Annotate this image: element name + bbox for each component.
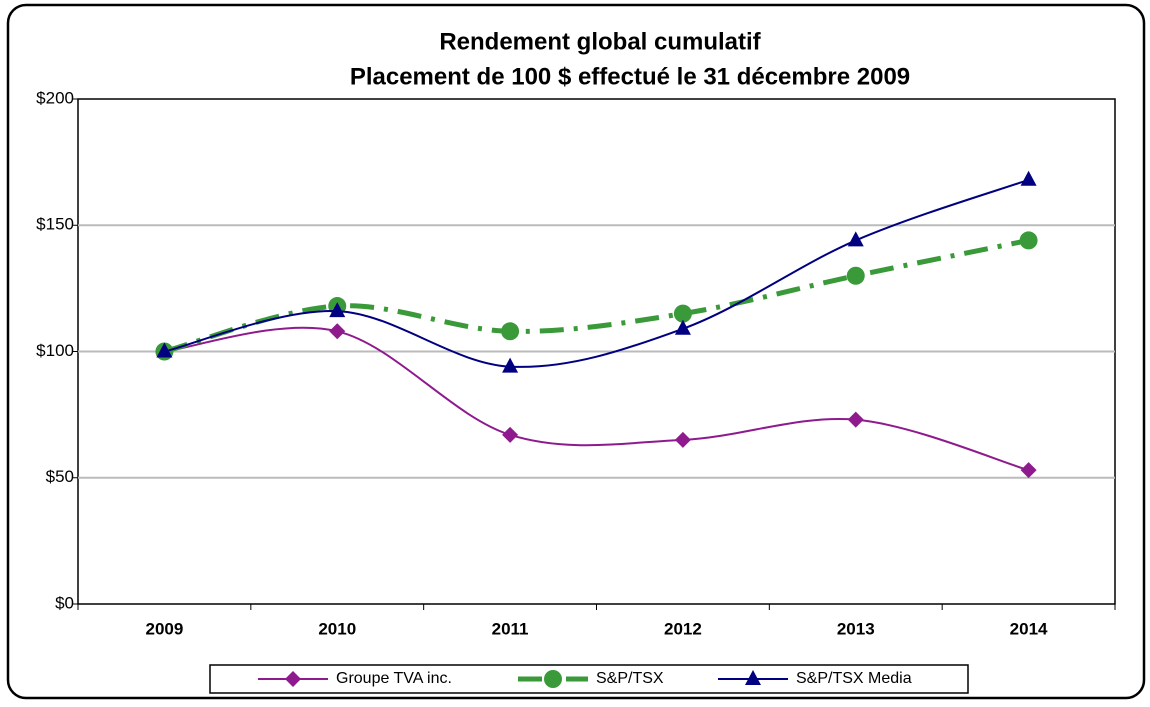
marker	[847, 411, 864, 428]
x-tick-label: 2009	[146, 619, 184, 638]
x-tick-label: 2014	[1010, 619, 1048, 638]
legend	[209, 664, 969, 694]
marker	[674, 431, 691, 448]
marker	[847, 231, 864, 247]
x-tick-label: 2010	[318, 619, 356, 638]
marker	[1020, 170, 1037, 186]
y-tick-label: $200	[36, 88, 74, 107]
marker	[156, 342, 173, 358]
chart-subtitle: Placement de 100 $ effectué le 31 décemb…	[350, 63, 910, 90]
marker	[745, 670, 761, 685]
y-tick-label: $150	[36, 215, 74, 234]
y-tick-label: $0	[55, 593, 74, 612]
x-tick-label: 2011	[492, 619, 529, 638]
series-line	[164, 326, 1029, 472]
y-tick-label: $50	[46, 467, 74, 486]
marker	[329, 323, 346, 340]
y-tick-label: $100	[36, 341, 74, 360]
marker	[674, 319, 691, 335]
legend-label: S&P/TSX	[596, 670, 664, 687]
marker	[1019, 231, 1038, 250]
series-line	[164, 178, 1029, 368]
marker	[502, 426, 519, 443]
marker	[502, 357, 519, 373]
legend-label: Groupe TVA inc.	[336, 670, 452, 687]
legend-label: S&P/TSX Media	[796, 670, 912, 687]
marker	[846, 266, 865, 285]
marker	[673, 304, 692, 323]
chart-title: Rendement global cumulatif	[439, 28, 761, 55]
marker	[285, 671, 301, 687]
marker	[329, 302, 346, 318]
marker	[544, 670, 562, 688]
series-line	[163, 237, 1030, 354]
marker	[1020, 462, 1037, 479]
x-tick-label: 2012	[664, 619, 702, 638]
x-tick-label: 2013	[837, 619, 875, 638]
marker	[501, 322, 520, 341]
